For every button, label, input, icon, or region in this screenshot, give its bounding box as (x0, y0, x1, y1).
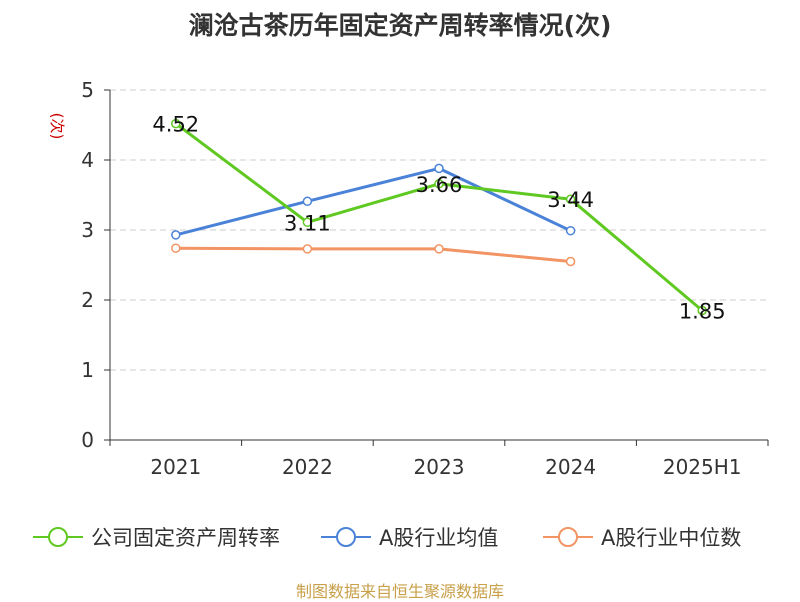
data-point (302, 217, 313, 228)
legend-item: A股行业均值 (321, 526, 498, 550)
data-label: 4.52 (152, 113, 199, 137)
source-footer: 制图数据来自恒生聚源数据库 (295, 582, 504, 601)
data-point (171, 118, 181, 129)
series-line-0 (174, 122, 704, 312)
y-tick-label: 0 (81, 428, 94, 452)
data-label: 3.66 (416, 173, 463, 197)
x-tick-label: 2021 (150, 455, 201, 479)
y-axis-unit-label: (次) (48, 113, 66, 140)
data-point (302, 196, 313, 207)
legend-label: A股行业中位数 (601, 526, 741, 550)
x-tick-label: 2024 (545, 455, 596, 479)
legend-swatch-marker (48, 527, 68, 547)
data-label: 3.11 (284, 211, 331, 235)
chart-title: 澜沧古茶历年固定资产周转率情况(次) (188, 11, 612, 40)
data-label: 1.85 (679, 300, 726, 324)
x-tick-label: 2025H1 (663, 455, 742, 479)
x-tick-label: 2023 (414, 455, 465, 479)
data-point (434, 179, 444, 189)
data-point (171, 230, 181, 240)
legend-item: 公司固定资产周转率 (33, 526, 280, 550)
data-point (565, 225, 576, 236)
data-point (565, 256, 576, 267)
data-point (302, 244, 313, 254)
legend-swatch-marker (336, 527, 356, 547)
data-point (434, 244, 444, 254)
legend-swatch-marker (558, 527, 578, 547)
series-line-2 (175, 246, 571, 263)
legend-label: A股行业均值 (379, 526, 498, 550)
y-tick-label: 2 (81, 288, 94, 312)
x-tick-label: 2022 (282, 455, 333, 479)
y-tick-label: 5 (81, 78, 94, 102)
legend-label: 公司固定资产周转率 (91, 526, 280, 550)
series-line-1 (175, 166, 572, 237)
data-point (697, 305, 707, 316)
y-tick-label: 1 (81, 358, 94, 382)
data-label: 3.44 (547, 188, 594, 212)
data-point (434, 163, 444, 174)
y-tick-label: 4 (81, 148, 94, 172)
data-point (171, 243, 181, 253)
data-point (565, 194, 576, 204)
y-tick-label: 3 (81, 218, 94, 242)
legend-item: A股行业中位数 (543, 526, 741, 550)
